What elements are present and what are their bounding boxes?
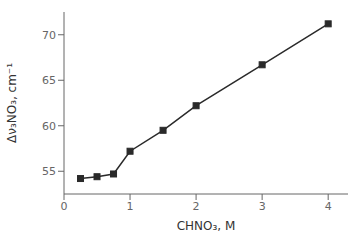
svg-text:70: 70: [42, 29, 56, 42]
svg-text:1: 1: [127, 200, 134, 213]
svg-text:65: 65: [42, 74, 56, 87]
svg-text:3: 3: [259, 200, 266, 213]
svg-text:0: 0: [61, 200, 68, 213]
svg-text:2: 2: [193, 200, 200, 213]
svg-text:55: 55: [42, 165, 56, 178]
svg-text:Δν₃NO₃, cm⁻¹: Δν₃NO₃, cm⁻¹: [8, 63, 19, 143]
svg-text:60: 60: [42, 120, 56, 133]
svg-text:4: 4: [325, 200, 332, 213]
svg-text:CHNO₃, M: CHNO₃, M: [177, 219, 236, 233]
